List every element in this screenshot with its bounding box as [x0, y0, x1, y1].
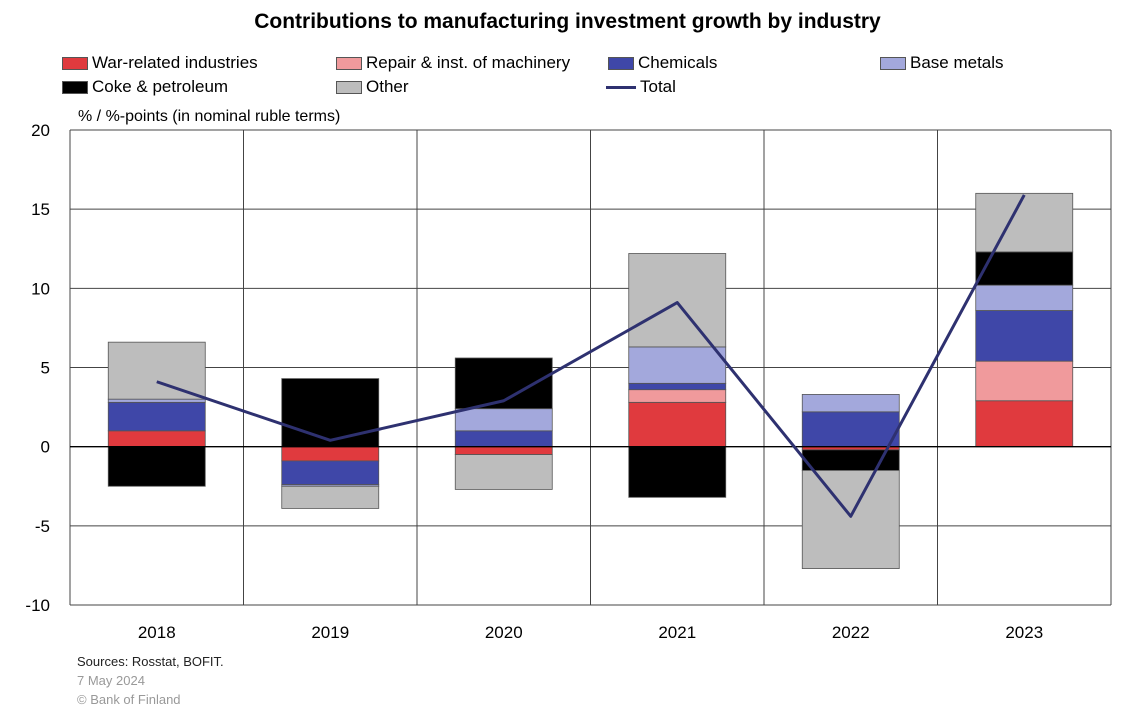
y-tick-label: -10 — [25, 596, 50, 615]
x-tick-label: 2022 — [832, 623, 870, 642]
legend-item-repair: Repair & inst. of machinery — [336, 53, 570, 73]
bar-segment — [107, 446, 206, 487]
legend-swatch — [62, 56, 88, 70]
bar-segment — [801, 411, 900, 448]
y-tick-label: 20 — [31, 121, 50, 140]
legend-swatch — [880, 56, 906, 70]
bar-segment — [281, 485, 380, 509]
bar-segment — [628, 346, 727, 384]
bar-segment — [107, 430, 206, 448]
legend-label: Other — [366, 77, 409, 96]
legend-swatch — [336, 56, 362, 70]
x-tick-label: 2020 — [485, 623, 523, 642]
legend-label: War-related industries — [92, 53, 258, 72]
legend-item-base-metals: Base metals — [880, 53, 1004, 73]
bar-segment — [454, 430, 553, 448]
bar-segment — [801, 394, 900, 413]
bar-segment — [975, 310, 1074, 362]
bar-segment — [107, 341, 206, 400]
bar-segment — [281, 378, 380, 448]
bar-segment — [107, 398, 206, 403]
bar-segment — [628, 446, 727, 498]
legend-label: Base metals — [910, 53, 1004, 72]
y-tick-label: -5 — [35, 517, 50, 536]
legend-item-coke-petroleum: Coke & petroleum — [62, 77, 228, 97]
bar-segment — [628, 382, 727, 391]
sources-note: Sources: Rosstat, BOFIT. — [77, 654, 224, 669]
chart-notes: Sources: Rosstat, BOFIT. 7 May 2024 © Ba… — [77, 652, 224, 709]
bar-segment — [454, 408, 553, 432]
legend-label: Chemicals — [638, 53, 718, 72]
bar-segment — [975, 192, 1074, 253]
bar-segment — [975, 284, 1074, 311]
total-line — [156, 194, 1026, 518]
bar-segment — [628, 253, 727, 348]
legend-label: Total — [640, 77, 676, 96]
y-tick-label: 5 — [41, 359, 50, 378]
legend-swatch — [608, 56, 634, 70]
legend-label: Repair & inst. of machinery — [366, 53, 571, 72]
x-tick-label: 2023 — [1005, 623, 1043, 642]
bar-segment — [975, 360, 1074, 402]
bar-segment — [281, 460, 380, 486]
bar-segment — [107, 401, 206, 432]
chart-title: Contributions to manufacturing investmen… — [254, 10, 881, 33]
legend-item-other: Other — [336, 77, 409, 97]
x-tick-label: 2019 — [311, 623, 349, 642]
y-tick-label: 15 — [31, 200, 50, 219]
legend-line-swatch — [606, 85, 636, 89]
y-tick-label: 10 — [31, 279, 50, 298]
bar-segment — [281, 446, 380, 462]
bar-segment — [628, 389, 727, 403]
legend-swatch — [62, 80, 88, 94]
copyright-note: © Bank of Finland — [77, 692, 181, 707]
date-note: 7 May 2024 — [77, 673, 145, 688]
bar-segment — [454, 446, 553, 455]
legend-label: Coke & petroleum — [92, 77, 229, 96]
x-tick-label: 2018 — [138, 623, 176, 642]
legend-swatch — [336, 80, 362, 94]
bar-segment — [975, 400, 1074, 448]
legend-item-chemicals: Chemicals — [608, 53, 717, 73]
bar-segment — [628, 401, 727, 448]
y-tick-label: 0 — [41, 438, 50, 457]
bar-segment — [454, 454, 553, 490]
legend-item-total: Total — [606, 77, 676, 97]
legend-item-war-related: War-related industries — [62, 53, 258, 73]
bar-segment — [801, 470, 900, 569]
y-axis-label: % / %-points (in nominal ruble terms) — [78, 108, 341, 125]
x-tick-label: 2021 — [658, 623, 696, 642]
